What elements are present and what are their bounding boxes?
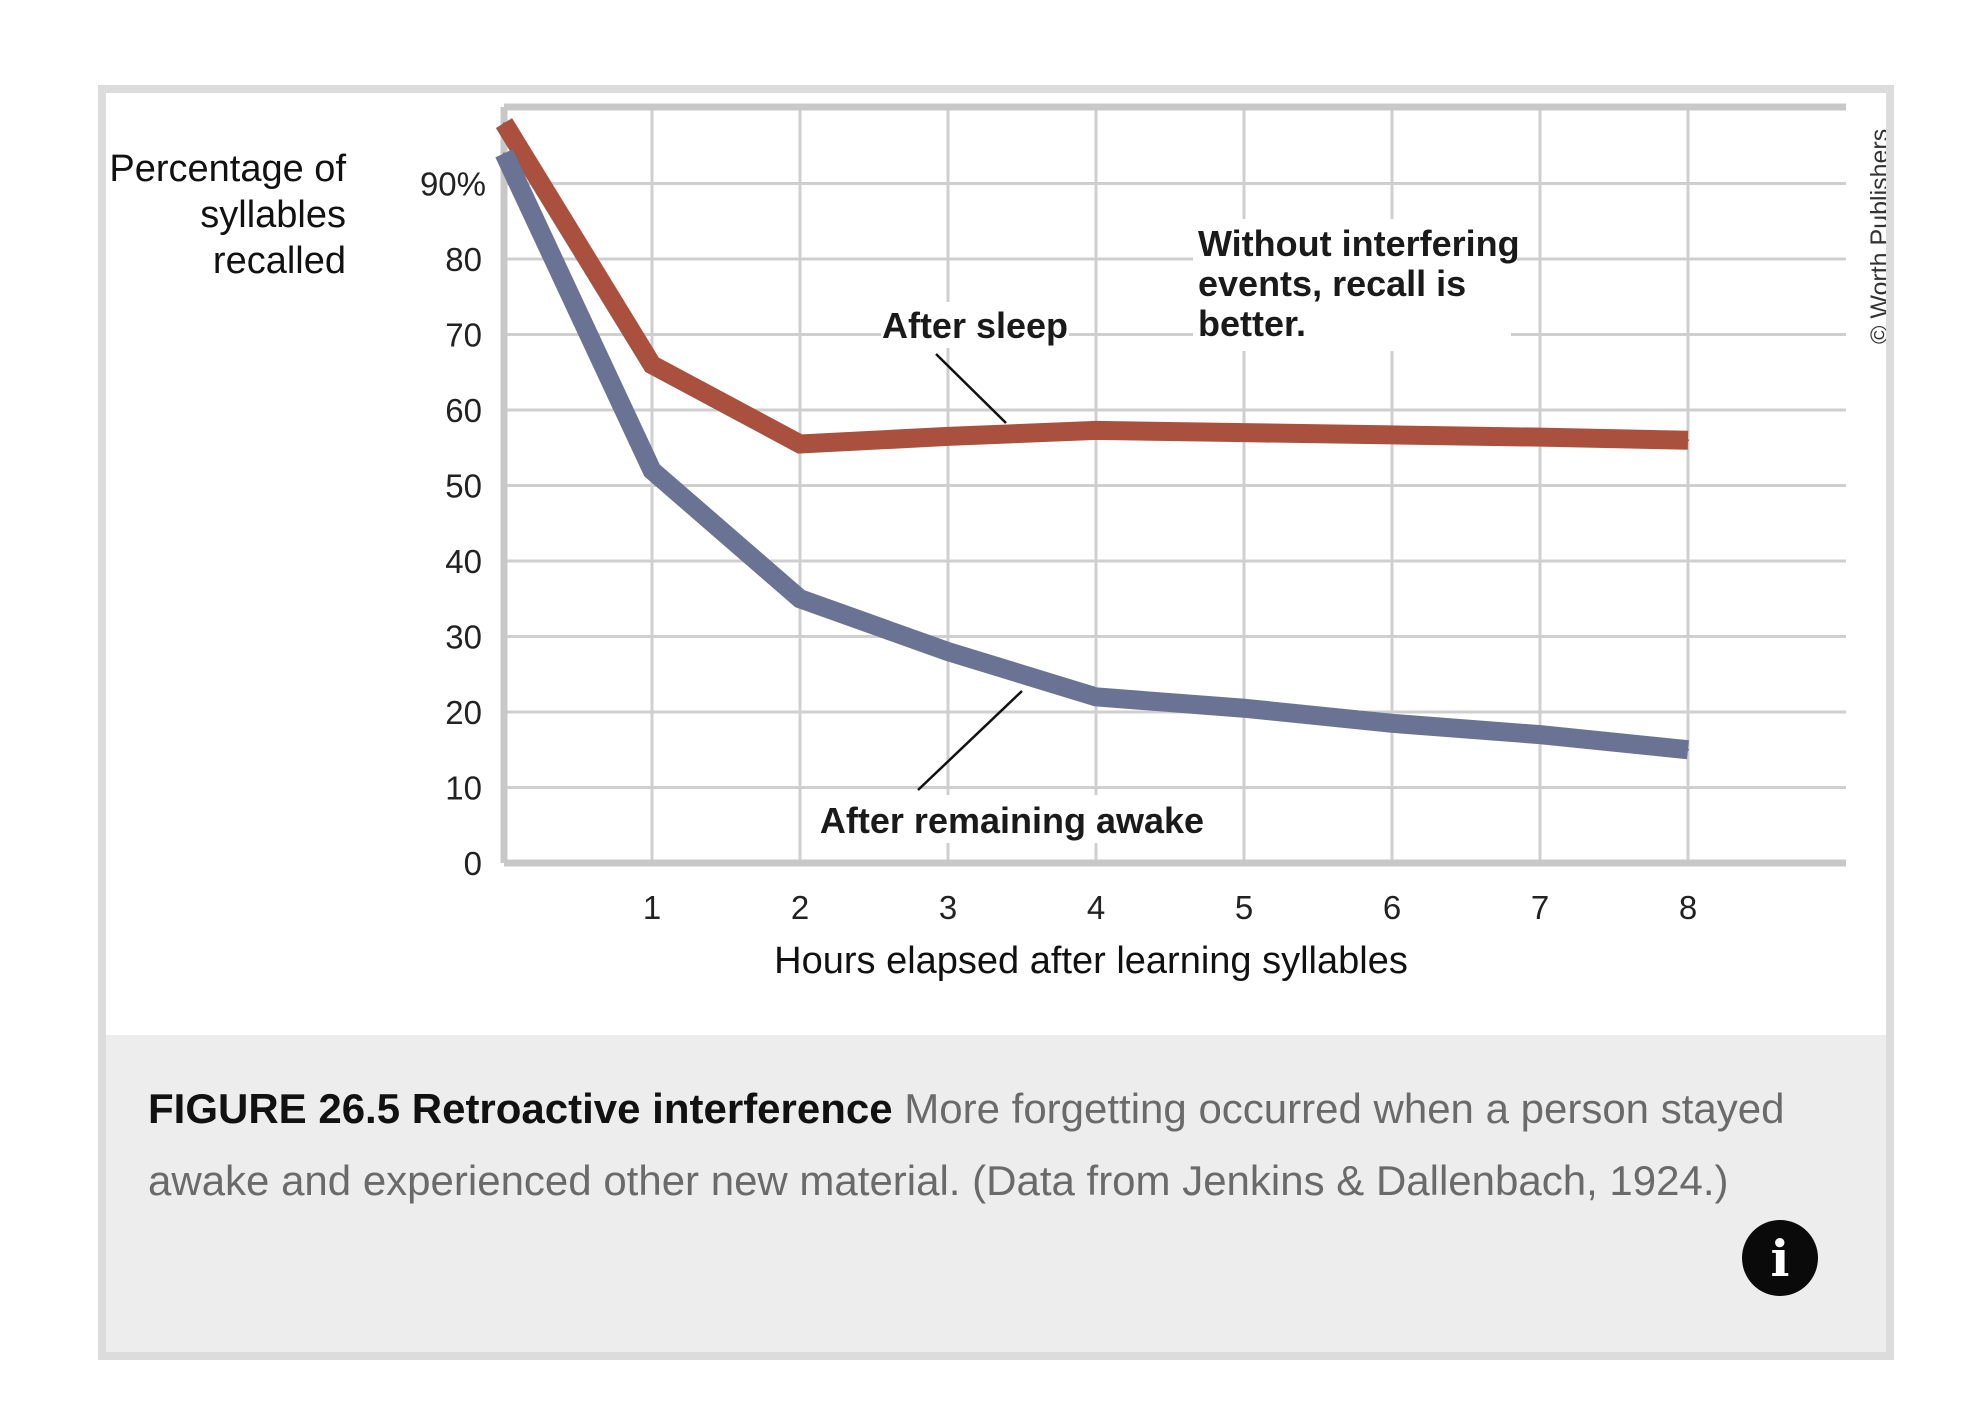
label-bg <box>1193 219 1511 351</box>
y-tick-label: 50 <box>445 468 482 505</box>
x-tick-label: 8 <box>1679 889 1697 926</box>
y-axis-title-line: Percentage of <box>109 148 346 190</box>
axes <box>500 103 1846 867</box>
x-tick-label: 2 <box>791 889 809 926</box>
data-point <box>1539 436 1541 439</box>
y-tick-label: 70 <box>445 317 482 354</box>
x-tick-label: 3 <box>939 889 957 926</box>
caption-body: More forgetting occurred when a person s… <box>148 1085 1785 1204</box>
x-tick-label: 5 <box>1235 889 1253 926</box>
data-point <box>799 442 801 445</box>
x-tick-label: 4 <box>1087 889 1105 926</box>
data-point <box>1391 433 1393 436</box>
series-lines <box>495 118 1689 760</box>
leader-line-sleep <box>935 353 1007 424</box>
data-point <box>947 650 949 653</box>
annotation-after-awake: After remaining awake <box>820 800 1204 841</box>
data-point <box>651 363 653 366</box>
leader-line-awake <box>917 690 1023 791</box>
data-point <box>1539 733 1541 736</box>
data-point <box>1687 439 1689 442</box>
annotation-note: better. <box>1198 303 1306 344</box>
y-tick-label: 10 <box>445 770 482 807</box>
annotation-note: events, recall is <box>1198 263 1466 304</box>
caption-lead: FIGURE 26.5 Retroactive interference <box>148 1085 893 1132</box>
annotation-note: Without interfering <box>1198 223 1520 264</box>
y-tick-label: 90% <box>420 166 486 203</box>
y-tick-label: 60 <box>445 392 482 429</box>
info-icon: i <box>1770 1228 1790 1288</box>
data-point <box>1243 707 1245 710</box>
data-point <box>1095 429 1097 432</box>
y-tick-label: 40 <box>445 543 482 580</box>
y-axis-title-line: recalled <box>213 240 346 282</box>
figure-card: After sleep Without interfering events, re… <box>98 85 1894 1360</box>
info-button[interactable]: i <box>1742 1220 1818 1296</box>
data-point <box>947 435 949 438</box>
annotation-after-sleep: After sleep <box>882 305 1068 346</box>
data-point <box>1095 695 1097 698</box>
data-point <box>651 469 653 472</box>
y-tick-label: 0 <box>464 845 482 882</box>
x-tick-label: 1 <box>643 889 661 926</box>
x-tick-label: 6 <box>1383 889 1401 926</box>
y-tick-label: 30 <box>445 619 482 656</box>
data-point <box>799 597 801 600</box>
x-tick-label: 7 <box>1531 889 1549 926</box>
figure-caption: FIGURE 26.5 Retroactive interference Mor… <box>148 1073 1828 1217</box>
y-tick-label: 80 <box>445 241 482 278</box>
y-axis-title-line: syllables <box>200 194 346 236</box>
copyright-text: © Worth Publishers <box>1866 129 1886 344</box>
label-bg <box>844 795 1180 843</box>
caption-panel: FIGURE 26.5 Retroactive interference Mor… <box>106 1035 1886 1352</box>
data-point <box>1391 722 1393 725</box>
data-point <box>503 152 505 155</box>
data-point <box>1687 748 1689 751</box>
data-point <box>503 122 505 125</box>
label-bg <box>881 302 1069 348</box>
data-point <box>1243 431 1245 434</box>
axis-labels: 0 10 20 30 40 50 60 70 80 90% 1 2 3 4 5 6 7 8 Hours elapse… <box>109 148 1697 982</box>
chart-panel: After sleep Without interfering events, re… <box>106 93 1894 1035</box>
y-tick-label: 20 <box>445 694 482 731</box>
x-axis-title: Hours elapsed after learning syllables <box>774 940 1408 982</box>
